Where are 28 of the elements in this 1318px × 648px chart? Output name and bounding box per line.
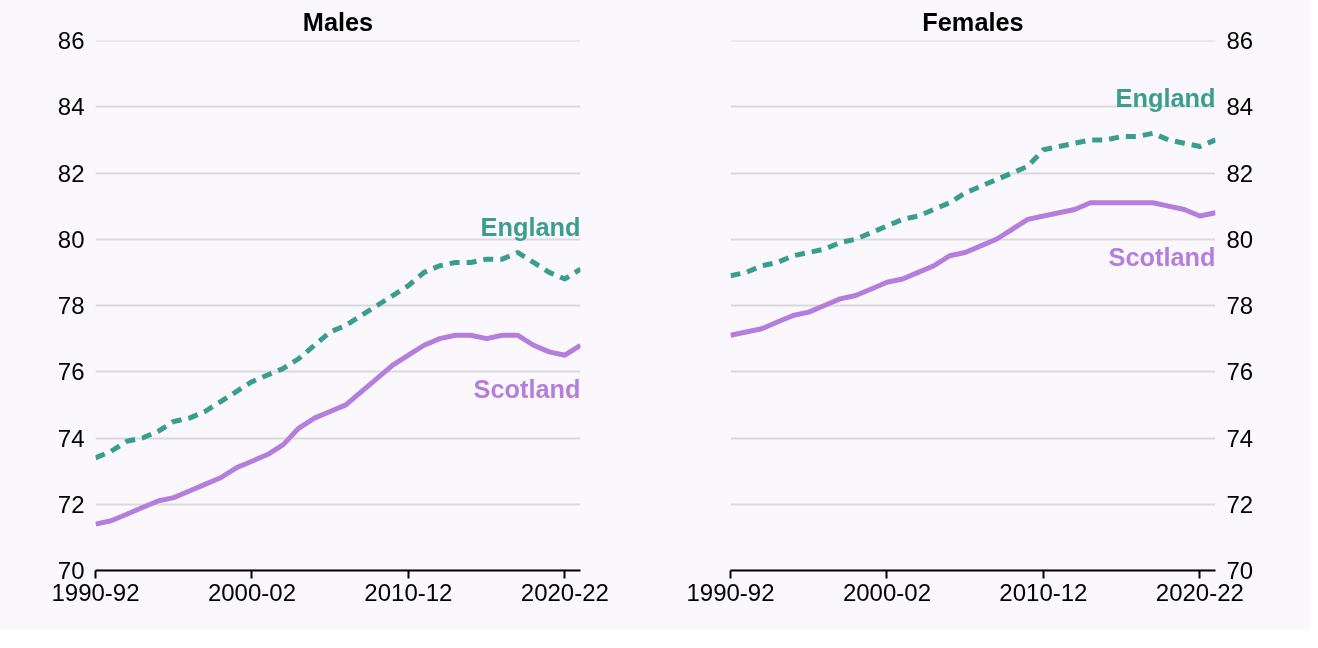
y-tick-label: 80	[57, 225, 85, 253]
x-tick-label: 2010-12	[364, 578, 453, 606]
x-tick-label: 2000-02	[842, 578, 931, 606]
y-tick-label: 72	[1226, 490, 1254, 518]
y-tick-label: 82	[57, 159, 85, 187]
y-tick-label: 74	[1226, 424, 1254, 452]
series-label: Scotland	[1108, 242, 1216, 271]
series-label: England	[480, 213, 581, 242]
y-tick-label: 82	[1226, 159, 1254, 187]
x-tick-label: 2010-12	[999, 578, 1088, 606]
y-tick-label: 78	[57, 292, 85, 319]
series-label: Scotland	[473, 375, 581, 404]
y-tick-label: 72	[57, 490, 85, 518]
y-tick-label: 84	[57, 93, 85, 121]
x-tick-label: 2020-22	[520, 578, 609, 606]
y-tick-label: 86	[57, 27, 85, 54]
y-tick-label: 76	[1226, 358, 1254, 386]
y-tick-label: 84	[1226, 93, 1254, 121]
y-tick-label: 86	[1226, 27, 1254, 54]
x-tick-label: 2000-02	[207, 578, 296, 606]
y-tick-label: 80	[1226, 225, 1254, 253]
chart-title: Males	[302, 7, 374, 36]
y-tick-label: 78	[1226, 292, 1254, 319]
chart-title: Females	[922, 7, 1024, 36]
x-tick-label: 1990-92	[686, 578, 775, 606]
y-tick-label: 76	[57, 358, 85, 386]
y-tick-label: 74	[57, 424, 85, 452]
series-label: England	[1115, 83, 1216, 112]
